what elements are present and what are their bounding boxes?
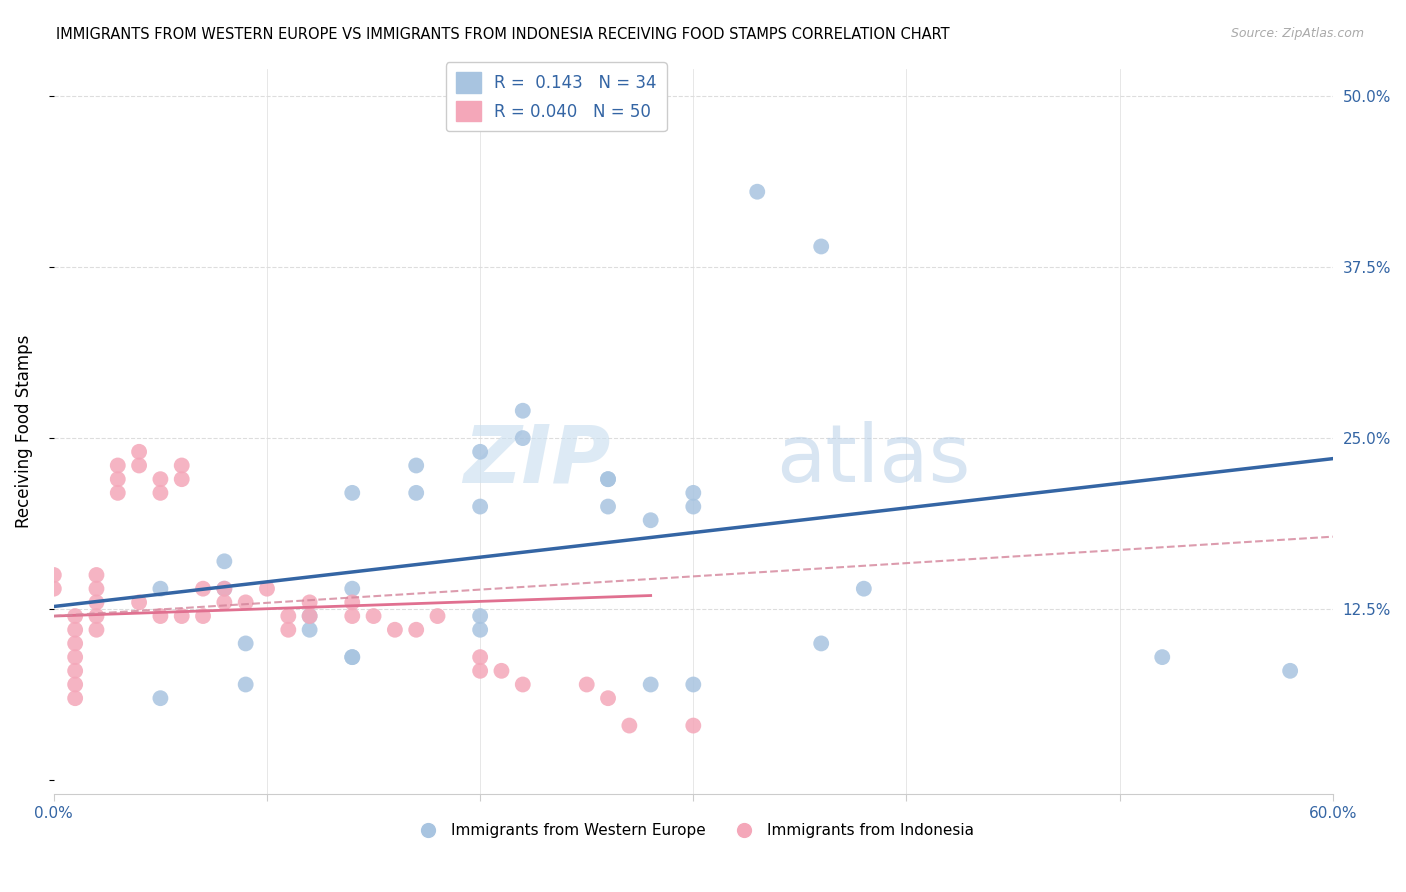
- Point: [512, 403, 534, 417]
- Point: [63, 650, 86, 665]
- Point: [149, 609, 172, 624]
- Point: [86, 609, 108, 624]
- Point: [682, 718, 704, 732]
- Point: [619, 718, 641, 732]
- Point: [170, 472, 193, 486]
- Point: [1279, 664, 1302, 678]
- Text: ZIP: ZIP: [463, 421, 610, 500]
- Point: [405, 623, 427, 637]
- Point: [277, 623, 299, 637]
- Point: [512, 677, 534, 691]
- Point: [596, 691, 619, 706]
- Point: [128, 445, 150, 459]
- Point: [214, 582, 236, 596]
- Point: [107, 458, 129, 473]
- Point: [596, 472, 619, 486]
- Text: Source: ZipAtlas.com: Source: ZipAtlas.com: [1230, 27, 1364, 40]
- Point: [682, 486, 704, 500]
- Point: [214, 582, 236, 596]
- Point: [810, 636, 832, 650]
- Point: [256, 582, 278, 596]
- Point: [512, 431, 534, 445]
- Point: [640, 677, 662, 691]
- Point: [235, 636, 257, 650]
- Point: [747, 185, 769, 199]
- Text: IMMIGRANTS FROM WESTERN EUROPE VS IMMIGRANTS FROM INDONESIA RECEIVING FOOD STAMP: IMMIGRANTS FROM WESTERN EUROPE VS IMMIGR…: [56, 27, 950, 42]
- Point: [342, 650, 364, 665]
- Point: [191, 582, 214, 596]
- Point: [468, 609, 491, 624]
- Point: [149, 486, 172, 500]
- Point: [405, 486, 427, 500]
- Point: [128, 595, 150, 609]
- Point: [342, 582, 364, 596]
- Point: [405, 458, 427, 473]
- Point: [468, 650, 491, 665]
- Point: [596, 472, 619, 486]
- Point: [63, 609, 86, 624]
- Point: [149, 691, 172, 706]
- Point: [575, 677, 598, 691]
- Point: [426, 609, 449, 624]
- Point: [640, 513, 662, 527]
- Point: [468, 664, 491, 678]
- Point: [149, 472, 172, 486]
- Point: [342, 650, 364, 665]
- Point: [852, 582, 875, 596]
- Point: [468, 623, 491, 637]
- Point: [491, 664, 513, 678]
- Point: [235, 595, 257, 609]
- Point: [235, 677, 257, 691]
- Point: [170, 458, 193, 473]
- Point: [86, 623, 108, 637]
- Point: [1152, 650, 1174, 665]
- Point: [63, 623, 86, 637]
- Point: [214, 554, 236, 568]
- Point: [810, 239, 832, 253]
- Point: [42, 568, 65, 582]
- Point: [596, 500, 619, 514]
- Point: [468, 500, 491, 514]
- Text: atlas: atlas: [776, 421, 970, 500]
- Point: [149, 582, 172, 596]
- Point: [63, 691, 86, 706]
- Point: [214, 595, 236, 609]
- Point: [86, 582, 108, 596]
- Point: [342, 595, 364, 609]
- Point: [342, 609, 364, 624]
- Point: [298, 623, 321, 637]
- Point: [63, 664, 86, 678]
- Point: [170, 609, 193, 624]
- Legend: Immigrants from Western Europe, Immigrants from Indonesia: Immigrants from Western Europe, Immigran…: [406, 817, 980, 845]
- Point: [107, 472, 129, 486]
- Point: [682, 677, 704, 691]
- Point: [63, 677, 86, 691]
- Point: [682, 500, 704, 514]
- Point: [468, 445, 491, 459]
- Point: [107, 486, 129, 500]
- Point: [128, 458, 150, 473]
- Point: [298, 595, 321, 609]
- Point: [298, 609, 321, 624]
- Point: [191, 609, 214, 624]
- Point: [86, 568, 108, 582]
- Point: [363, 609, 385, 624]
- Point: [63, 636, 86, 650]
- Point: [342, 486, 364, 500]
- Y-axis label: Receiving Food Stamps: Receiving Food Stamps: [15, 334, 32, 528]
- Point: [42, 582, 65, 596]
- Point: [277, 609, 299, 624]
- Point: [298, 609, 321, 624]
- Point: [86, 595, 108, 609]
- Point: [384, 623, 406, 637]
